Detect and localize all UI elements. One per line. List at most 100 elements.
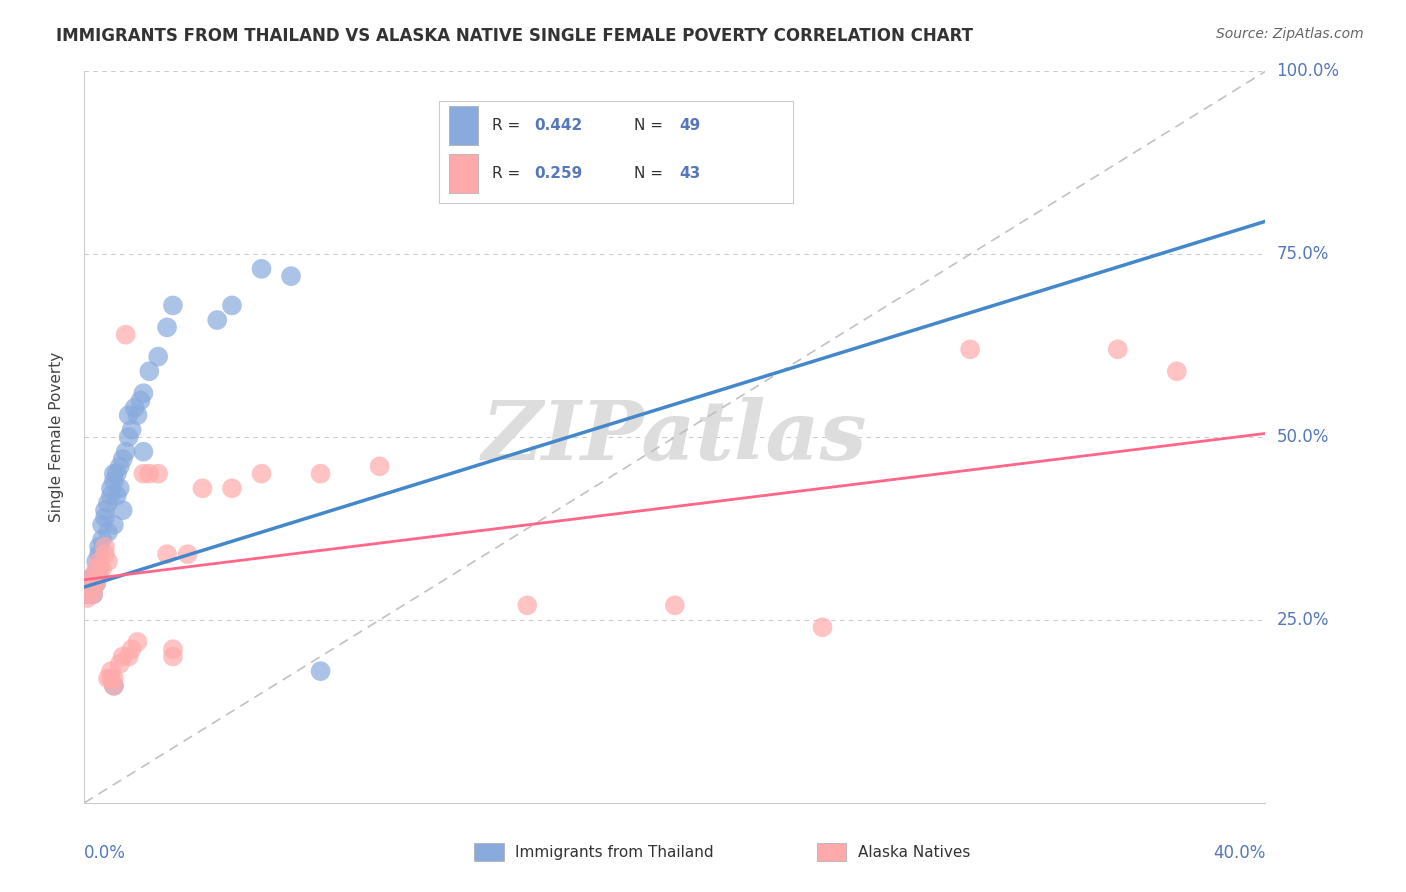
- Point: [82, 569, 104, 583]
- Point: [84, 576, 107, 591]
- Text: 50.0%: 50.0%: [1277, 428, 1329, 446]
- Point: [221, 481, 243, 495]
- Text: IMMIGRANTS FROM THAILAND VS ALASKA NATIVE SINGLE FEMALE POVERTY CORRELATION CHAR: IMMIGRANTS FROM THAILAND VS ALASKA NATIV…: [56, 27, 973, 45]
- Text: 0.0%: 0.0%: [84, 845, 127, 863]
- Point: [127, 635, 149, 649]
- Point: [959, 343, 981, 357]
- Point: [79, 576, 101, 591]
- Point: [97, 496, 120, 510]
- Point: [108, 657, 131, 671]
- Point: [100, 664, 122, 678]
- Point: [82, 576, 104, 591]
- Point: [118, 408, 141, 422]
- Point: [156, 547, 179, 561]
- Point: [207, 313, 229, 327]
- Point: [108, 459, 131, 474]
- Text: Immigrants from Thailand: Immigrants from Thailand: [516, 845, 714, 860]
- Point: [94, 503, 117, 517]
- Point: [811, 620, 834, 634]
- Point: [221, 298, 243, 312]
- Point: [100, 481, 122, 495]
- Point: [82, 587, 104, 601]
- Point: [87, 562, 111, 576]
- Point: [84, 554, 107, 568]
- Point: [114, 444, 136, 458]
- Y-axis label: Single Female Poverty: Single Female Poverty: [49, 352, 63, 522]
- Point: [516, 599, 538, 613]
- Point: [97, 525, 120, 540]
- Point: [108, 481, 131, 495]
- Point: [91, 562, 114, 576]
- Point: [138, 364, 160, 378]
- Point: [118, 649, 141, 664]
- FancyBboxPatch shape: [474, 843, 503, 862]
- Point: [103, 679, 125, 693]
- Point: [121, 642, 143, 657]
- Point: [105, 467, 128, 481]
- Point: [87, 569, 111, 583]
- Point: [129, 393, 152, 408]
- Point: [177, 547, 200, 561]
- Point: [87, 554, 111, 568]
- Point: [79, 583, 101, 598]
- Point: [100, 672, 122, 686]
- Point: [111, 503, 134, 517]
- Point: [87, 547, 111, 561]
- Point: [162, 649, 184, 664]
- Point: [124, 401, 146, 415]
- Point: [94, 547, 117, 561]
- Point: [97, 672, 120, 686]
- Point: [91, 533, 114, 547]
- Point: [100, 489, 122, 503]
- Point: [103, 474, 125, 488]
- Point: [76, 587, 98, 601]
- Point: [103, 517, 125, 532]
- Point: [103, 672, 125, 686]
- Text: 25.0%: 25.0%: [1277, 611, 1329, 629]
- Point: [103, 467, 125, 481]
- Point: [84, 562, 107, 576]
- Text: Source: ZipAtlas.com: Source: ZipAtlas.com: [1216, 27, 1364, 41]
- Point: [280, 269, 302, 284]
- Point: [132, 444, 155, 458]
- Point: [82, 569, 104, 583]
- Point: [162, 642, 184, 657]
- Point: [118, 430, 141, 444]
- Point: [132, 467, 155, 481]
- Point: [127, 408, 149, 422]
- Point: [156, 320, 179, 334]
- Point: [114, 327, 136, 342]
- Point: [111, 649, 134, 664]
- FancyBboxPatch shape: [817, 843, 846, 862]
- Point: [84, 569, 107, 583]
- Point: [162, 298, 184, 312]
- Point: [82, 580, 104, 594]
- Point: [148, 467, 170, 481]
- Point: [94, 540, 117, 554]
- Point: [87, 540, 111, 554]
- Text: 100.0%: 100.0%: [1277, 62, 1340, 80]
- Point: [368, 459, 391, 474]
- Point: [111, 452, 134, 467]
- Text: ZIPatlas: ZIPatlas: [482, 397, 868, 477]
- Point: [94, 510, 117, 524]
- Point: [309, 467, 332, 481]
- Point: [191, 481, 214, 495]
- Point: [103, 679, 125, 693]
- Point: [309, 664, 332, 678]
- Point: [79, 583, 101, 598]
- Point: [1166, 364, 1188, 378]
- Point: [79, 576, 101, 591]
- Point: [250, 261, 273, 276]
- Point: [148, 350, 170, 364]
- Point: [132, 386, 155, 401]
- Point: [121, 423, 143, 437]
- Point: [138, 467, 160, 481]
- Point: [250, 467, 273, 481]
- Point: [97, 554, 120, 568]
- Point: [105, 489, 128, 503]
- Point: [76, 591, 98, 605]
- Point: [91, 517, 114, 532]
- Text: 75.0%: 75.0%: [1277, 245, 1329, 263]
- Point: [664, 599, 686, 613]
